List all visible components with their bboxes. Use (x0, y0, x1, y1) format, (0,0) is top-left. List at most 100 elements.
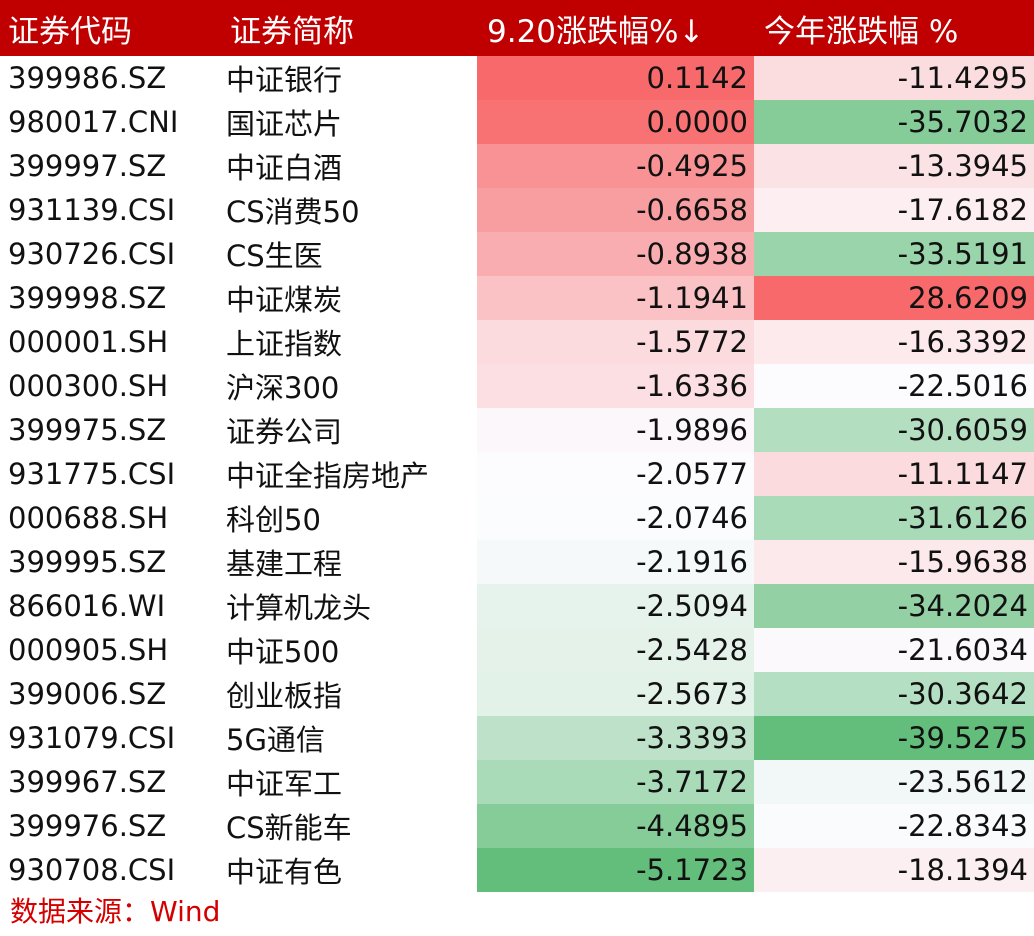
day-change-cell: -1.1941 (477, 276, 754, 320)
table-row: 000001.SH 上证指数 -1.5772 -16.3392 (0, 320, 1034, 364)
day-change-cell: 0.0000 (477, 100, 754, 144)
ytd-change-cell: -22.5016 (754, 364, 1034, 408)
day-change-cell: -2.5428 (477, 628, 754, 672)
table-row: 399997.SZ 中证白酒 -0.4925 -13.3945 (0, 144, 1034, 188)
index-name-cell: 计算机龙头 (226, 591, 372, 625)
index-code-cell: 930708.CSI (8, 853, 176, 887)
index-code-cell: 930726.CSI (8, 237, 176, 271)
ytd-change-cell: -39.5275 (754, 716, 1034, 760)
header-row: 证券代码 证券简称 9.20涨跌幅%↓ 今年涨跌幅 % (0, 0, 1034, 56)
table-row: 399967.SZ 中证军工 -3.7172 -23.5612 (0, 760, 1034, 804)
day-change-cell: -2.1916 (477, 540, 754, 584)
index-name-cell: 基建工程 (226, 547, 343, 581)
ytd-change-cell: -22.8343 (754, 804, 1034, 848)
day-change-cell: -4.4895 (477, 804, 754, 848)
index-name-cell: 中证煤炭 (226, 283, 343, 317)
table-row: 931775.CSI 中证全指房地产 -2.0577 -11.1147 (0, 452, 1034, 496)
index-name-cell: 中证白酒 (226, 151, 343, 185)
index-code-cell: 399998.SZ (8, 281, 167, 315)
ytd-change-cell: -23.5612 (754, 760, 1034, 804)
day-change-cell: -3.3393 (477, 716, 754, 760)
table-body: 399986.SZ 中证银行 0.1142 -11.4295 980017.CNI 国证芯… (0, 56, 1034, 892)
index-code-cell: 931775.CSI (8, 457, 176, 491)
index-name-cell: 沪深300 (226, 371, 340, 405)
day-change-cell: 0.1142 (477, 56, 754, 100)
index-code-cell: 000688.SH (8, 501, 169, 535)
table-row: 931079.CSI 5G通信 -3.3393 -39.5275 (0, 716, 1034, 760)
table-row: 399976.SZ CS新能车 -4.4895 -22.8343 (0, 804, 1034, 848)
index-performance-table: 证券代码 证券简称 9.20涨跌幅%↓ 今年涨跌幅 % 399986.SZ 中证银… (0, 0, 1034, 892)
index-name-cell: 科创50 (226, 503, 321, 537)
index-name-cell: 中证500 (226, 635, 340, 669)
table-row: 930708.CSI 中证有色 -5.1723 -18.1394 (0, 848, 1034, 892)
ytd-change-cell: -34.2024 (754, 584, 1034, 628)
day-change-cell: -3.7172 (477, 760, 754, 804)
index-code-cell: 931139.CSI (8, 193, 176, 227)
index-name-cell: 上证指数 (226, 327, 343, 361)
ytd-change-cell: 28.6209 (754, 276, 1034, 320)
day-change-cell: -1.9896 (477, 408, 754, 452)
index-name-cell: CS消费50 (226, 195, 360, 229)
index-name-cell: 中证银行 (226, 63, 343, 97)
day-change-cell: -2.0746 (477, 496, 754, 540)
index-code-cell: 399995.SZ (8, 545, 167, 579)
day-change-cell: -0.6658 (477, 188, 754, 232)
index-code-cell: 399975.SZ (8, 413, 167, 447)
index-name-cell: 中证全指房地产 (226, 459, 430, 493)
day-change-cell: -5.1723 (477, 848, 754, 892)
index-code-cell: 399976.SZ (8, 809, 167, 843)
index-code-cell: 980017.CNI (8, 105, 179, 139)
index-name-cell: CS新能车 (226, 811, 352, 845)
ytd-change-cell: -33.5191 (754, 232, 1034, 276)
index-code-cell: 000001.SH (8, 325, 169, 359)
index-name-cell: 证券公司 (226, 415, 343, 449)
table-row: 399986.SZ 中证银行 0.1142 -11.4295 (0, 56, 1034, 100)
index-code-cell: 399006.SZ (8, 677, 167, 711)
index-name-cell: 国证芯片 (226, 107, 343, 141)
index-code-cell: 000300.SH (8, 369, 169, 403)
ytd-change-cell: -13.3945 (754, 144, 1034, 188)
index-code-cell: 399986.SZ (8, 61, 167, 95)
day-change-cell: -1.6336 (477, 364, 754, 408)
table-row: 399995.SZ 基建工程 -2.1916 -15.9638 (0, 540, 1034, 584)
table-row: 980017.CNI 国证芯片 0.0000 -35.7032 (0, 100, 1034, 144)
ytd-change-cell: -17.6182 (754, 188, 1034, 232)
day-change-cell: -2.5094 (477, 584, 754, 628)
index-code-cell: 866016.WI (8, 589, 166, 623)
ytd-change-cell: -11.4295 (754, 56, 1034, 100)
ytd-change-cell: -11.1147 (754, 452, 1034, 496)
index-name-cell: 创业板指 (226, 679, 343, 713)
ytd-change-cell: -18.1394 (754, 848, 1034, 892)
index-code-cell: 399997.SZ (8, 149, 167, 183)
table-row: 866016.WI 计算机龙头 -2.5094 -34.2024 (0, 584, 1034, 628)
table-row: 399975.SZ 证券公司 -1.9896 -30.6059 (0, 408, 1034, 452)
ytd-change-cell: -30.6059 (754, 408, 1034, 452)
ytd-change-cell: -35.7032 (754, 100, 1034, 144)
index-name-cell: 中证军工 (226, 767, 343, 801)
index-name-cell: 5G通信 (226, 723, 325, 757)
data-source-note: 数据来源：Wind (10, 895, 221, 928)
day-change-cell: -0.8938 (477, 232, 754, 276)
day-change-cell: -0.4925 (477, 144, 754, 188)
table-row: 000300.SH 沪深300 -1.6336 -22.5016 (0, 364, 1034, 408)
index-name-cell: 中证有色 (226, 855, 343, 889)
table-row: 000688.SH 科创50 -2.0746 -31.6126 (0, 496, 1034, 540)
ytd-change-cell: -15.9638 (754, 540, 1034, 584)
index-code-cell: 399967.SZ (8, 765, 167, 799)
table-row: 399998.SZ 中证煤炭 -1.1941 28.6209 (0, 276, 1034, 320)
index-code-cell: 000905.SH (8, 633, 169, 667)
header-code[interactable]: 证券代码 (0, 0, 222, 56)
table-row: 399006.SZ 创业板指 -2.5673 -30.3642 (0, 672, 1034, 716)
ytd-change-cell: -31.6126 (754, 496, 1034, 540)
table-row: 930726.CSI CS生医 -0.8938 -33.5191 (0, 232, 1034, 276)
header-day-change[interactable]: 9.20涨跌幅%↓ (477, 0, 754, 56)
day-change-cell: -2.5673 (477, 672, 754, 716)
table-row: 000905.SH 中证500 -2.5428 -21.6034 (0, 628, 1034, 672)
header-ytd-change[interactable]: 今年涨跌幅 % (754, 0, 1034, 56)
day-change-cell: -1.5772 (477, 320, 754, 364)
ytd-change-cell: -21.6034 (754, 628, 1034, 672)
index-code-cell: 931079.CSI (8, 721, 176, 755)
index-name-cell: CS生医 (226, 239, 323, 273)
ytd-change-cell: -16.3392 (754, 320, 1034, 364)
header-name[interactable]: 证券简称 (222, 0, 477, 56)
